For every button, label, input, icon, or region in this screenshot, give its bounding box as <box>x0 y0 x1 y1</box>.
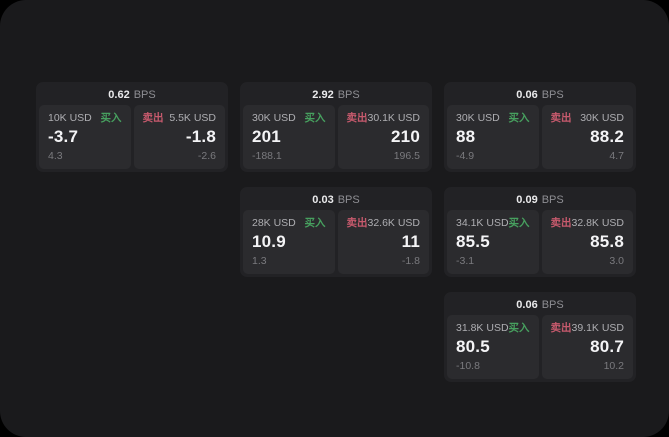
bps-value: 0.06 <box>516 89 538 101</box>
sell-price: 210 <box>391 127 420 146</box>
buy-panel[interactable]: 31.8K USD 买入 80.5 -10.8 <box>447 315 539 379</box>
quote-card-2: 2.92 BPS 30K USD 买入 201 -188.1 卖出 30.1K … <box>240 82 432 172</box>
sell-panel[interactable]: 卖出 5.5K USD -1.8 -2.6 <box>133 105 225 169</box>
buy-panel[interactable]: 30K USD 买入 88 -4.9 <box>447 105 539 169</box>
card-header: 0.06 BPS <box>447 85 633 105</box>
bps-unit-label: BPS <box>133 89 156 101</box>
card-header: 0.06 BPS <box>447 295 633 315</box>
quote-card-3: 0.06 BPS 30K USD 买入 88 -4.9 卖出 30K USD 8… <box>444 82 636 172</box>
quote-card-5: 0.09 BPS 34.1K USD 买入 85.5 -3.1 卖出 32.8K… <box>444 187 636 277</box>
sell-panel[interactable]: 卖出 32.6K USD 11 -1.8 <box>337 210 429 274</box>
bps-value: 0.09 <box>516 194 538 206</box>
bps-value: 0.06 <box>516 299 538 311</box>
buy-price: 201 <box>252 127 281 146</box>
sell-side-label: 卖出 <box>346 217 368 229</box>
quote-panels: 10K USD 买入 -3.7 4.3 卖出 5.5K USD -1.8 -2.… <box>39 105 225 169</box>
sell-panel[interactable]: 卖出 39.1K USD 80.7 10.2 <box>541 315 633 379</box>
buy-side-label: 买入 <box>508 322 530 334</box>
buy-side-label: 买入 <box>304 217 326 229</box>
bps-unit-label: BPS <box>541 299 564 311</box>
sell-sub-value: -1.8 <box>401 255 420 267</box>
sell-price: -1.8 <box>185 127 216 146</box>
sell-side-label: 卖出 <box>550 322 572 334</box>
buy-price: -3.7 <box>48 127 79 146</box>
sell-price: 85.8 <box>590 232 624 251</box>
bps-unit-label: BPS <box>541 89 564 101</box>
quote-card-4: 0.03 BPS 28K USD 买入 10.9 1.3 卖出 32.6K US… <box>240 187 432 277</box>
sell-side-label: 卖出 <box>346 112 368 124</box>
sell-sub-value: 196.5 <box>393 150 420 162</box>
buy-price: 88 <box>456 127 476 146</box>
sell-panel[interactable]: 卖出 32.8K USD 85.8 3.0 <box>541 210 633 274</box>
sell-panel[interactable]: 卖出 30.1K USD 210 196.5 <box>337 105 429 169</box>
sell-notional: 30K USD <box>580 112 624 124</box>
buy-notional: 34.1K USD <box>456 217 509 229</box>
card-header: 0.03 BPS <box>243 190 429 210</box>
quote-panels: 30K USD 买入 201 -188.1 卖出 30.1K USD 210 1… <box>243 105 429 169</box>
card-header: 2.92 BPS <box>243 85 429 105</box>
buy-sub-value: 4.3 <box>48 150 63 162</box>
bps-value: 2.92 <box>312 89 334 101</box>
buy-sub-value: -188.1 <box>252 150 282 162</box>
sell-price: 11 <box>401 232 420 251</box>
sell-side-label: 卖出 <box>550 112 572 124</box>
buy-sub-value: 1.3 <box>252 255 267 267</box>
buy-side-label: 买入 <box>304 112 326 124</box>
buy-sub-value: -3.1 <box>456 255 475 267</box>
quote-panels: 28K USD 买入 10.9 1.3 卖出 32.6K USD 11 -1.8 <box>243 210 429 274</box>
sell-side-label: 卖出 <box>142 112 164 124</box>
sell-notional: 30.1K USD <box>367 112 421 124</box>
quote-panels: 34.1K USD 买入 85.5 -3.1 卖出 32.8K USD 85.8… <box>447 210 633 274</box>
sell-sub-value: -2.6 <box>197 150 216 162</box>
sell-price: 88.2 <box>590 127 624 146</box>
bps-value: 0.03 <box>312 194 334 206</box>
card-header: 0.62 BPS <box>39 85 225 105</box>
buy-panel[interactable]: 34.1K USD 买入 85.5 -3.1 <box>447 210 539 274</box>
quote-panels: 31.8K USD 买入 80.5 -10.8 卖出 39.1K USD 80.… <box>447 315 633 379</box>
sell-sub-value: 4.7 <box>609 150 624 162</box>
bps-value: 0.62 <box>108 89 130 101</box>
sell-sub-value: 10.2 <box>603 360 624 372</box>
buy-price: 85.5 <box>456 232 490 251</box>
quote-card-1: 0.62 BPS 10K USD 买入 -3.7 4.3 卖出 5.5K USD… <box>36 82 228 172</box>
bps-unit-label: BPS <box>541 194 564 206</box>
bps-unit-label: BPS <box>337 89 360 101</box>
sell-notional: 32.8K USD <box>571 217 625 229</box>
sell-side-label: 卖出 <box>550 217 572 229</box>
buy-notional: 30K USD <box>252 112 296 124</box>
sell-notional: 5.5K USD <box>169 112 216 124</box>
buy-side-label: 买入 <box>100 112 122 124</box>
buy-panel[interactable]: 28K USD 买入 10.9 1.3 <box>243 210 335 274</box>
buy-notional: 30K USD <box>456 112 500 124</box>
buy-sub-value: -4.9 <box>456 150 475 162</box>
sell-sub-value: 3.0 <box>609 255 624 267</box>
buy-price: 80.5 <box>456 337 490 356</box>
buy-sub-value: -10.8 <box>456 360 480 372</box>
quote-card-6: 0.06 BPS 31.8K USD 买入 80.5 -10.8 卖出 39.1… <box>444 292 636 382</box>
buy-side-label: 买入 <box>508 112 530 124</box>
buy-price: 10.9 <box>252 232 286 251</box>
sell-price: 80.7 <box>590 337 624 356</box>
buy-panel[interactable]: 30K USD 买入 201 -188.1 <box>243 105 335 169</box>
bps-unit-label: BPS <box>337 194 360 206</box>
card-header: 0.09 BPS <box>447 190 633 210</box>
sell-notional: 39.1K USD <box>571 322 625 334</box>
buy-notional: 31.8K USD <box>456 322 509 334</box>
buy-panel[interactable]: 10K USD 买入 -3.7 4.3 <box>39 105 131 169</box>
quote-panels: 30K USD 买入 88 -4.9 卖出 30K USD 88.2 4.7 <box>447 105 633 169</box>
buy-side-label: 买入 <box>508 217 530 229</box>
sell-panel[interactable]: 卖出 30K USD 88.2 4.7 <box>541 105 633 169</box>
sell-notional: 32.6K USD <box>367 217 421 229</box>
buy-notional: 28K USD <box>252 217 296 229</box>
buy-notional: 10K USD <box>48 112 92 124</box>
